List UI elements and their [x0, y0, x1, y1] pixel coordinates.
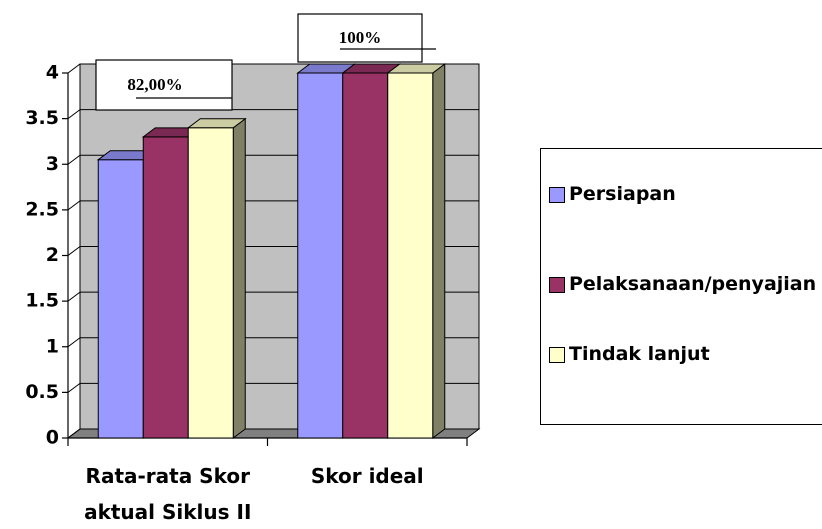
y-tick-label: 0 [46, 427, 59, 449]
y-tick-label: 3 [46, 153, 59, 175]
legend-swatch [549, 187, 565, 203]
y-tick-label: 1.5 [25, 290, 59, 312]
legend-label: Tindak lanjut [569, 343, 710, 365]
bar [186, 117, 247, 439]
grid-line [67, 337, 81, 348]
legend-item: Pelaksanaan/penyajian [547, 267, 822, 301]
bar-front [387, 72, 434, 439]
bar-front [187, 127, 234, 439]
annotation-box [95, 59, 233, 111]
grid-line [67, 200, 81, 211]
bar-front [97, 159, 144, 439]
legend-swatch [549, 277, 565, 293]
grid-line [67, 291, 81, 302]
x-tick-label: Skor ideal [310, 464, 424, 488]
legend-swatch [549, 347, 565, 363]
annotation-box [297, 13, 423, 63]
y-tick-label: 1 [46, 335, 59, 357]
bar-side [432, 63, 446, 439]
legend-item: Tindak lanjut [547, 337, 822, 371]
legend-item: Persiapan [547, 177, 822, 211]
grid-line [67, 154, 81, 165]
bar-top [186, 118, 247, 129]
y-tick-label: 3.5 [25, 107, 59, 129]
grid-line [67, 246, 81, 256]
bar-top [386, 63, 447, 74]
legend: Persiapan Pelaksanaan/penyajian Tindak lan… [540, 148, 822, 425]
grid-line [67, 428, 81, 439]
legend-label: Persiapan [569, 183, 676, 205]
bar-front [142, 136, 189, 439]
y-tick-label: 4 [46, 62, 59, 84]
grid-line [67, 109, 81, 120]
annotation: 100% [339, 28, 382, 47]
bar-front [342, 72, 389, 439]
x-tick-label: Rata-rata Skor aktual Siklus II [84, 464, 252, 524]
y-tick-label: 2.5 [25, 198, 59, 220]
bar-front [297, 72, 344, 439]
bar-side [232, 117, 246, 439]
bar [386, 63, 447, 439]
y-tick-label: 2 [46, 244, 59, 266]
annotation: 82,00% [127, 75, 182, 94]
grid-line [67, 63, 81, 74]
legend-label: Pelaksanaan/penyajian [569, 273, 817, 295]
plot: 0 0.5 1 1.5 2 2.5 3 3.5 4 [25, 62, 481, 449]
y-tick-label: 0.5 [25, 381, 59, 403]
grid-line [67, 382, 81, 393]
